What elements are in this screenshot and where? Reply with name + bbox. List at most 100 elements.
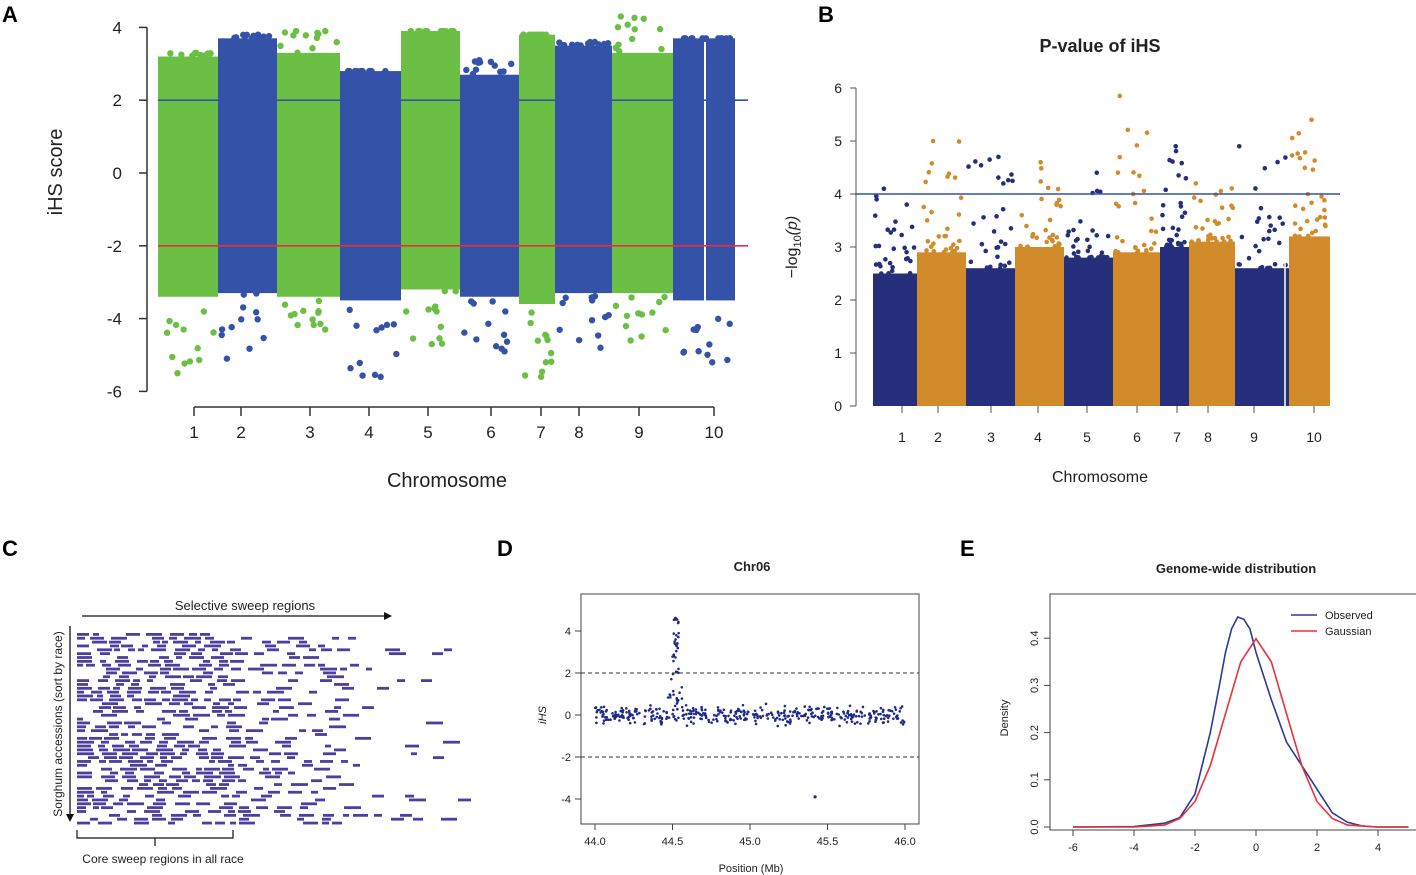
panel-a-point [588,294,595,301]
panel-b-point [1268,223,1273,228]
panel-b-point [1076,255,1081,260]
panel-c-cell [228,810,235,813]
panel-c-cell [173,667,189,671]
panel-b-point [1058,203,1063,209]
panel-c-cell [93,806,99,810]
panel-b-point [1141,188,1147,194]
panel-d-point [888,714,891,718]
panel-c-cell [288,636,304,640]
panel-c-cell [277,806,292,810]
panel-b-point [873,262,879,267]
panel-c-cell [160,752,175,756]
panel-c-cell [107,721,122,725]
panel-d-point [691,707,695,710]
panel-d-point [836,706,839,710]
panel-a-point [723,35,730,42]
panel-c-cell [311,790,318,794]
panel-d-x-tick-label: 46.0 [894,836,915,848]
panel-c-cell [195,640,201,644]
panel-a-point [661,293,668,301]
panel-e: E Genome-wide distribution 0.00.10.20.30… [960,536,1416,854]
panel-d-point [860,711,864,715]
panel-c-cell [236,790,247,794]
panel-a-point [528,309,535,316]
panel-b-point [1205,217,1210,223]
panel-c-cell [298,702,312,706]
panel-a-point [383,321,391,329]
panel-a-point [169,353,176,361]
panel-c-cell [93,710,103,713]
panel-c-cell [109,725,119,729]
panel-c-cell [110,771,118,775]
panel-e-x-tick-label: 4 [1375,842,1381,854]
panel-b-point [1174,232,1179,238]
panel-d-point [741,703,745,707]
panel-c-cell [100,659,106,663]
panel-d-point [885,714,889,717]
panel-c-cell [303,821,318,825]
panel-b-point [1229,186,1235,191]
panel-b-point [1309,200,1314,206]
panel-b-x-tick-label: 6 [1133,429,1141,445]
panel-d-point [595,716,598,719]
panel-c-cell [145,736,155,740]
panel-c-cell [228,713,245,717]
panel-c-cell [77,736,87,740]
panel-c-cell [128,725,135,729]
panel-c-cell [162,721,171,725]
panel-a-point [562,294,569,301]
panel-b-point [1193,181,1199,186]
panel-a-point [469,70,477,78]
panel-b-point [1296,131,1302,136]
panel-c-cell [289,656,300,659]
panel-c-cell [218,675,228,679]
panel-b-point [1264,265,1270,271]
panel-b-point [1170,225,1176,231]
panel-b-y-tick-label: 6 [834,80,842,96]
panel-c-cell [77,790,94,794]
panel-a-point [682,35,689,42]
panel-b-point [1132,200,1138,206]
panel-a-point [680,348,688,355]
panel-c-cell [236,690,249,694]
panel-c-cell [77,725,86,729]
panel-c-cell [226,736,241,740]
panel-b-point [1018,243,1023,249]
panel-b-point [873,243,879,249]
panel-c-cell [343,713,359,717]
panel-c-cell [193,713,210,717]
panel-c-cell [265,775,280,779]
panel-c-cell [176,779,188,783]
panel-c-cell [232,794,240,798]
panel-c-cell [127,802,144,806]
panel-c-cell [175,802,190,806]
panel-c-cell [164,659,173,663]
panel-c-cell [174,652,186,656]
panel-d-point [734,722,737,726]
panel-b-point [1236,144,1242,149]
panel-b-point [1039,196,1044,202]
panel-d-point [638,711,641,715]
panel-a-x-tick-label: 10 [705,423,724,442]
panel-b-point [952,175,958,180]
panel-c-cell [341,760,348,763]
panel-c-cell [225,710,232,713]
panel-d-point [808,705,811,709]
panel-c-cell [322,817,331,821]
panel-b-point [1024,244,1030,250]
panel-c-cell [110,694,121,698]
panel-c-cell [219,783,229,786]
panel-c-cell [157,790,174,794]
panel-d-point [886,720,890,723]
panel-a-point [556,39,563,46]
panel-d-x-tick-label: 44.0 [584,836,605,848]
panel-b-point [956,212,962,217]
panel-b-point [926,169,932,175]
panel-c-cell [458,798,471,802]
panel-c-cell [238,810,251,813]
panel-d-point [621,711,624,714]
panel-c-cell [102,702,118,706]
panel-d-point [756,714,759,717]
panel-d-point [857,714,861,718]
panel-d-x-tick-label: 45.0 [739,836,760,848]
